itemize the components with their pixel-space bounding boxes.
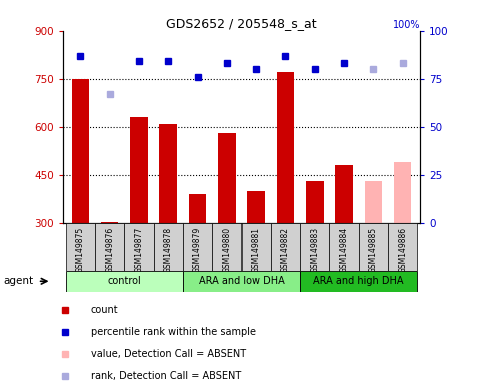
Bar (159, 124, 177, 223)
Bar (300, 223, 329, 271)
Text: GSM149876: GSM149876 (105, 227, 114, 273)
Bar (189, 194, 206, 223)
Bar (247, 191, 265, 223)
Bar (95, 223, 124, 271)
Text: GSM149877: GSM149877 (134, 227, 143, 273)
Text: GSM149884: GSM149884 (340, 227, 349, 273)
Bar (218, 133, 236, 223)
Bar (130, 117, 148, 223)
Bar (183, 271, 300, 292)
Bar (359, 223, 388, 271)
Text: ARA and high DHA: ARA and high DHA (313, 276, 404, 286)
Bar (101, 222, 118, 223)
Bar (242, 223, 271, 271)
Bar (212, 223, 242, 271)
Bar (329, 223, 359, 271)
Text: ARA and low DHA: ARA and low DHA (199, 276, 284, 286)
Bar (388, 223, 417, 271)
Bar (306, 181, 324, 223)
Text: agent: agent (3, 276, 33, 286)
Bar (277, 72, 294, 223)
Bar (271, 223, 300, 271)
Bar (154, 223, 183, 271)
Bar (300, 271, 417, 292)
Text: GSM149881: GSM149881 (252, 227, 261, 273)
Text: value, Detection Call = ABSENT: value, Detection Call = ABSENT (91, 349, 246, 359)
Bar (66, 223, 95, 271)
Text: GSM149878: GSM149878 (164, 227, 173, 273)
Text: GSM149882: GSM149882 (281, 227, 290, 273)
Text: 100%: 100% (393, 20, 420, 30)
Bar (124, 223, 154, 271)
Bar (335, 165, 353, 223)
Title: GDS2652 / 205548_s_at: GDS2652 / 205548_s_at (166, 17, 317, 30)
Text: GSM149880: GSM149880 (222, 227, 231, 273)
Text: GSM149886: GSM149886 (398, 227, 407, 273)
Text: GSM149875: GSM149875 (76, 227, 85, 273)
Text: count: count (91, 305, 118, 314)
Bar (394, 162, 412, 223)
Text: percentile rank within the sample: percentile rank within the sample (91, 327, 256, 337)
Text: GSM149885: GSM149885 (369, 227, 378, 273)
Text: rank, Detection Call = ABSENT: rank, Detection Call = ABSENT (91, 371, 241, 381)
Bar (365, 181, 382, 223)
Text: GSM149879: GSM149879 (193, 227, 202, 273)
Bar (66, 271, 183, 292)
Bar (71, 79, 89, 223)
Bar (183, 223, 212, 271)
Text: GSM149883: GSM149883 (310, 227, 319, 273)
Text: control: control (107, 276, 141, 286)
